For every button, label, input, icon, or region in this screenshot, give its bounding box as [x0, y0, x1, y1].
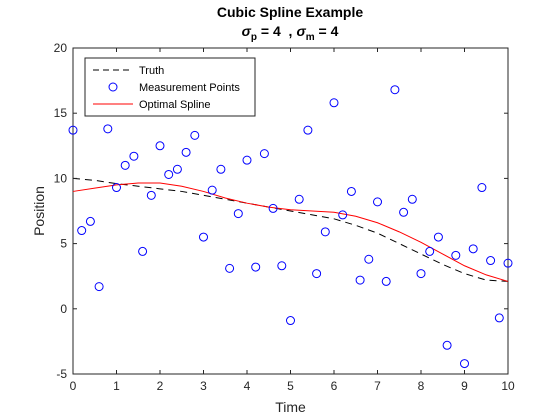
- x-tick-label: 2: [157, 379, 164, 393]
- subtitle-m-subscript: m: [306, 32, 315, 43]
- measurement-point: [477, 183, 487, 193]
- measurement-point: [468, 244, 478, 254]
- x-tick-label: 1: [113, 379, 120, 393]
- x-axis-ticks: 0 1 2 3 4 5 6 7 8 9 10: [70, 48, 515, 393]
- subtitle-p-value: = 4 ,: [257, 23, 292, 39]
- y-tick-label: 15: [54, 106, 68, 120]
- truth-series-layer: [72, 177, 509, 282]
- measurement-point: [294, 194, 304, 204]
- measurement-point: [329, 98, 339, 108]
- subtitle-m-value: = 4: [315, 23, 339, 39]
- measurement-point: [85, 216, 95, 226]
- y-tick-label: 10: [54, 171, 68, 185]
- measurement-point: [103, 124, 113, 134]
- measurement-point: [242, 155, 252, 165]
- measurement-point: [320, 227, 330, 237]
- measurement-point: [233, 209, 243, 219]
- measurement-point: [364, 254, 374, 264]
- measurement-point: [286, 316, 295, 326]
- measurement-point: [303, 125, 313, 135]
- x-tick-label: 10: [501, 379, 515, 393]
- measurement-point: [338, 210, 348, 220]
- measurement-point: [164, 169, 174, 179]
- y-axis-label: Position: [31, 186, 47, 236]
- measurement-point: [433, 232, 443, 242]
- legend-spline-label: Optimal Spline: [139, 99, 211, 111]
- measurement-point: [77, 226, 87, 236]
- x-tick-label: 4: [244, 379, 251, 393]
- measurement-point: [460, 359, 469, 369]
- chart-legend: Truth Measurement Points Optimal Spline: [84, 57, 256, 117]
- x-tick-label: 6: [331, 379, 338, 393]
- measurement-point: [416, 269, 426, 279]
- measurement-point: [120, 160, 130, 170]
- measurement-point: [451, 250, 461, 260]
- truth-line: [72, 177, 509, 282]
- chart-subtitle: σp = 4 , σm = 4: [242, 23, 339, 43]
- x-tick-label: 5: [287, 379, 294, 393]
- legend-measurement-points-label: Measurement Points: [139, 82, 240, 94]
- spline-series-layer: [72, 182, 509, 282]
- measurement-point: [494, 313, 504, 323]
- measurement-point: [503, 258, 513, 268]
- measurement-point: [146, 190, 156, 200]
- subtitle-sigma-m-symbol: σ: [296, 23, 306, 39]
- chart-title: Cubic Spline Example: [217, 4, 363, 20]
- measurement-point: [199, 232, 208, 242]
- legend-box: [84, 57, 256, 117]
- legend-truth-label: Truth: [139, 65, 164, 77]
- y-tick-label: 20: [54, 41, 68, 55]
- measurement-point: [355, 275, 365, 285]
- measurement-point: [216, 164, 226, 174]
- x-tick-label: 3: [200, 379, 207, 393]
- measurement-point: [390, 85, 400, 95]
- x-tick-label: 7: [374, 379, 381, 393]
- measurement-point: [373, 197, 382, 207]
- measurement-point: [207, 185, 217, 195]
- measurement-point: [155, 141, 165, 151]
- measurement-point: [68, 125, 78, 135]
- measurement-point: [407, 194, 417, 204]
- measurement-point: [225, 263, 235, 273]
- measurement-point: [277, 261, 287, 271]
- measurement-point: [486, 256, 496, 266]
- measurement-point: [312, 269, 322, 279]
- measurement-point: [190, 130, 200, 140]
- measurement-point: [138, 246, 148, 256]
- legend-measurement-points-swatch: [108, 82, 118, 92]
- x-tick-label: 0: [70, 379, 77, 393]
- x-tick-label: 8: [418, 379, 425, 393]
- subtitle-sigma-p-symbol: σ: [242, 23, 252, 39]
- measurement-point: [181, 147, 191, 157]
- measurement-points-layer: [68, 85, 513, 369]
- y-tick-label: -5: [56, 367, 67, 381]
- measurement-point: [268, 203, 278, 213]
- measurement-point: [442, 340, 452, 350]
- measurement-point: [381, 276, 391, 286]
- x-tick-label: 9: [461, 379, 468, 393]
- x-axis-label: Time: [275, 399, 306, 415]
- measurement-point: [399, 207, 409, 217]
- measurement-point: [94, 282, 104, 292]
- measurement-point: [129, 151, 139, 161]
- measurement-point: [425, 246, 435, 256]
- measurement-point: [251, 262, 261, 272]
- y-tick-label: 0: [60, 302, 67, 316]
- measurement-point: [346, 186, 356, 196]
- spline-line: [72, 182, 509, 282]
- measurement-point: [172, 164, 182, 174]
- y-axis-ticks: -5 0 5 10 15 20: [54, 41, 508, 381]
- measurement-point: [112, 183, 121, 193]
- subtitle-p-subscript: p: [251, 32, 257, 43]
- measurement-point: [259, 149, 269, 159]
- y-tick-label: 5: [60, 237, 67, 251]
